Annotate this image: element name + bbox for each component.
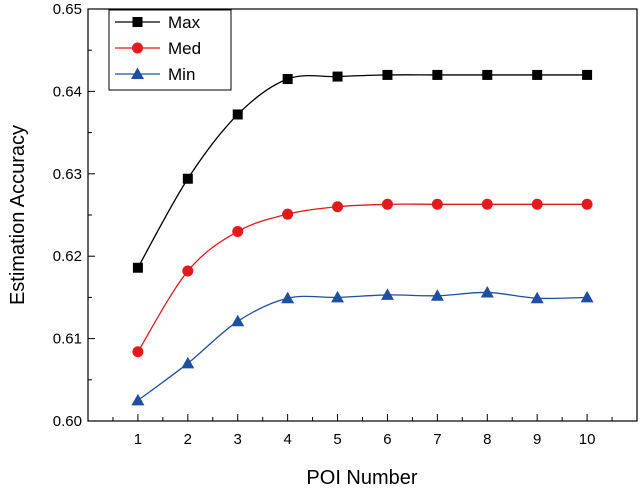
point-max [382, 69, 393, 80]
x-tick-label: 1 [134, 431, 142, 448]
legend-marker-max [132, 17, 143, 27]
point-min [530, 291, 544, 304]
x-tick-label: 8 [483, 431, 491, 448]
legend: Max Med Min [108, 9, 232, 91]
series-line-med [137, 203, 588, 353]
point-med [332, 201, 344, 213]
series-line-min [137, 291, 588, 401]
point-max [482, 69, 493, 80]
point-min [580, 290, 594, 303]
series-layer [131, 69, 594, 406]
x-tick-label: 7 [433, 431, 441, 448]
point-max [332, 71, 343, 82]
point-min [231, 314, 245, 327]
point-med [531, 198, 543, 210]
point-med [381, 198, 393, 210]
x-tick-label: 10 [579, 431, 596, 448]
x-tick-label: 6 [383, 431, 391, 448]
y-axis-title: Estimation Accuracy [7, 125, 29, 305]
x-axis-title: POI Number [306, 467, 417, 488]
series-line-max [137, 74, 588, 269]
y-tick-label: 0.61 [53, 331, 82, 348]
point-med [581, 198, 593, 210]
y-tick-label: 0.63 [53, 166, 82, 183]
point-med [481, 198, 493, 210]
point-med [232, 225, 244, 237]
legend-label-min: Min [168, 65, 195, 84]
point-max [432, 69, 443, 80]
point-med [431, 198, 443, 210]
point-max [182, 173, 193, 184]
point-min [331, 290, 345, 303]
x-tick-label: 4 [283, 431, 291, 448]
x-tick-label: 2 [184, 431, 192, 448]
point-min [380, 288, 394, 300]
y-tick-label: 0.65 [53, 1, 82, 18]
point-max [582, 69, 593, 80]
point-min [281, 291, 295, 304]
legend-marker-med [132, 42, 143, 54]
legend-box [108, 9, 232, 91]
y-tick-label: 0.62 [53, 248, 82, 265]
y-tick-label: 0.64 [53, 83, 82, 100]
series-max [132, 69, 593, 273]
axis-ticks [88, 8, 613, 422]
legend-marker-min [131, 67, 144, 79]
tick-labels: 1 2 3 4 5 6 7 8 9 10 0.60 0.61 0.62 0.63 0.64 0.65 [53, 1, 596, 448]
point-max [232, 109, 243, 120]
point-min [430, 289, 444, 301]
x-tick-label: 5 [333, 431, 341, 448]
x-tick-label: 3 [234, 431, 242, 448]
series-med [132, 198, 593, 358]
series-min [131, 285, 594, 406]
point-med [282, 208, 294, 220]
x-tick-label: 9 [533, 431, 541, 448]
point-min [480, 285, 494, 298]
point-med [132, 346, 144, 358]
y-tick-label: 0.60 [53, 413, 82, 430]
point-max [532, 69, 543, 80]
point-max [132, 262, 143, 273]
point-med [182, 265, 194, 277]
point-min [181, 356, 195, 369]
point-min [131, 393, 145, 406]
legend-label-med: Med [168, 39, 201, 58]
point-max [282, 74, 293, 85]
legend-label-max: Max [168, 13, 201, 32]
